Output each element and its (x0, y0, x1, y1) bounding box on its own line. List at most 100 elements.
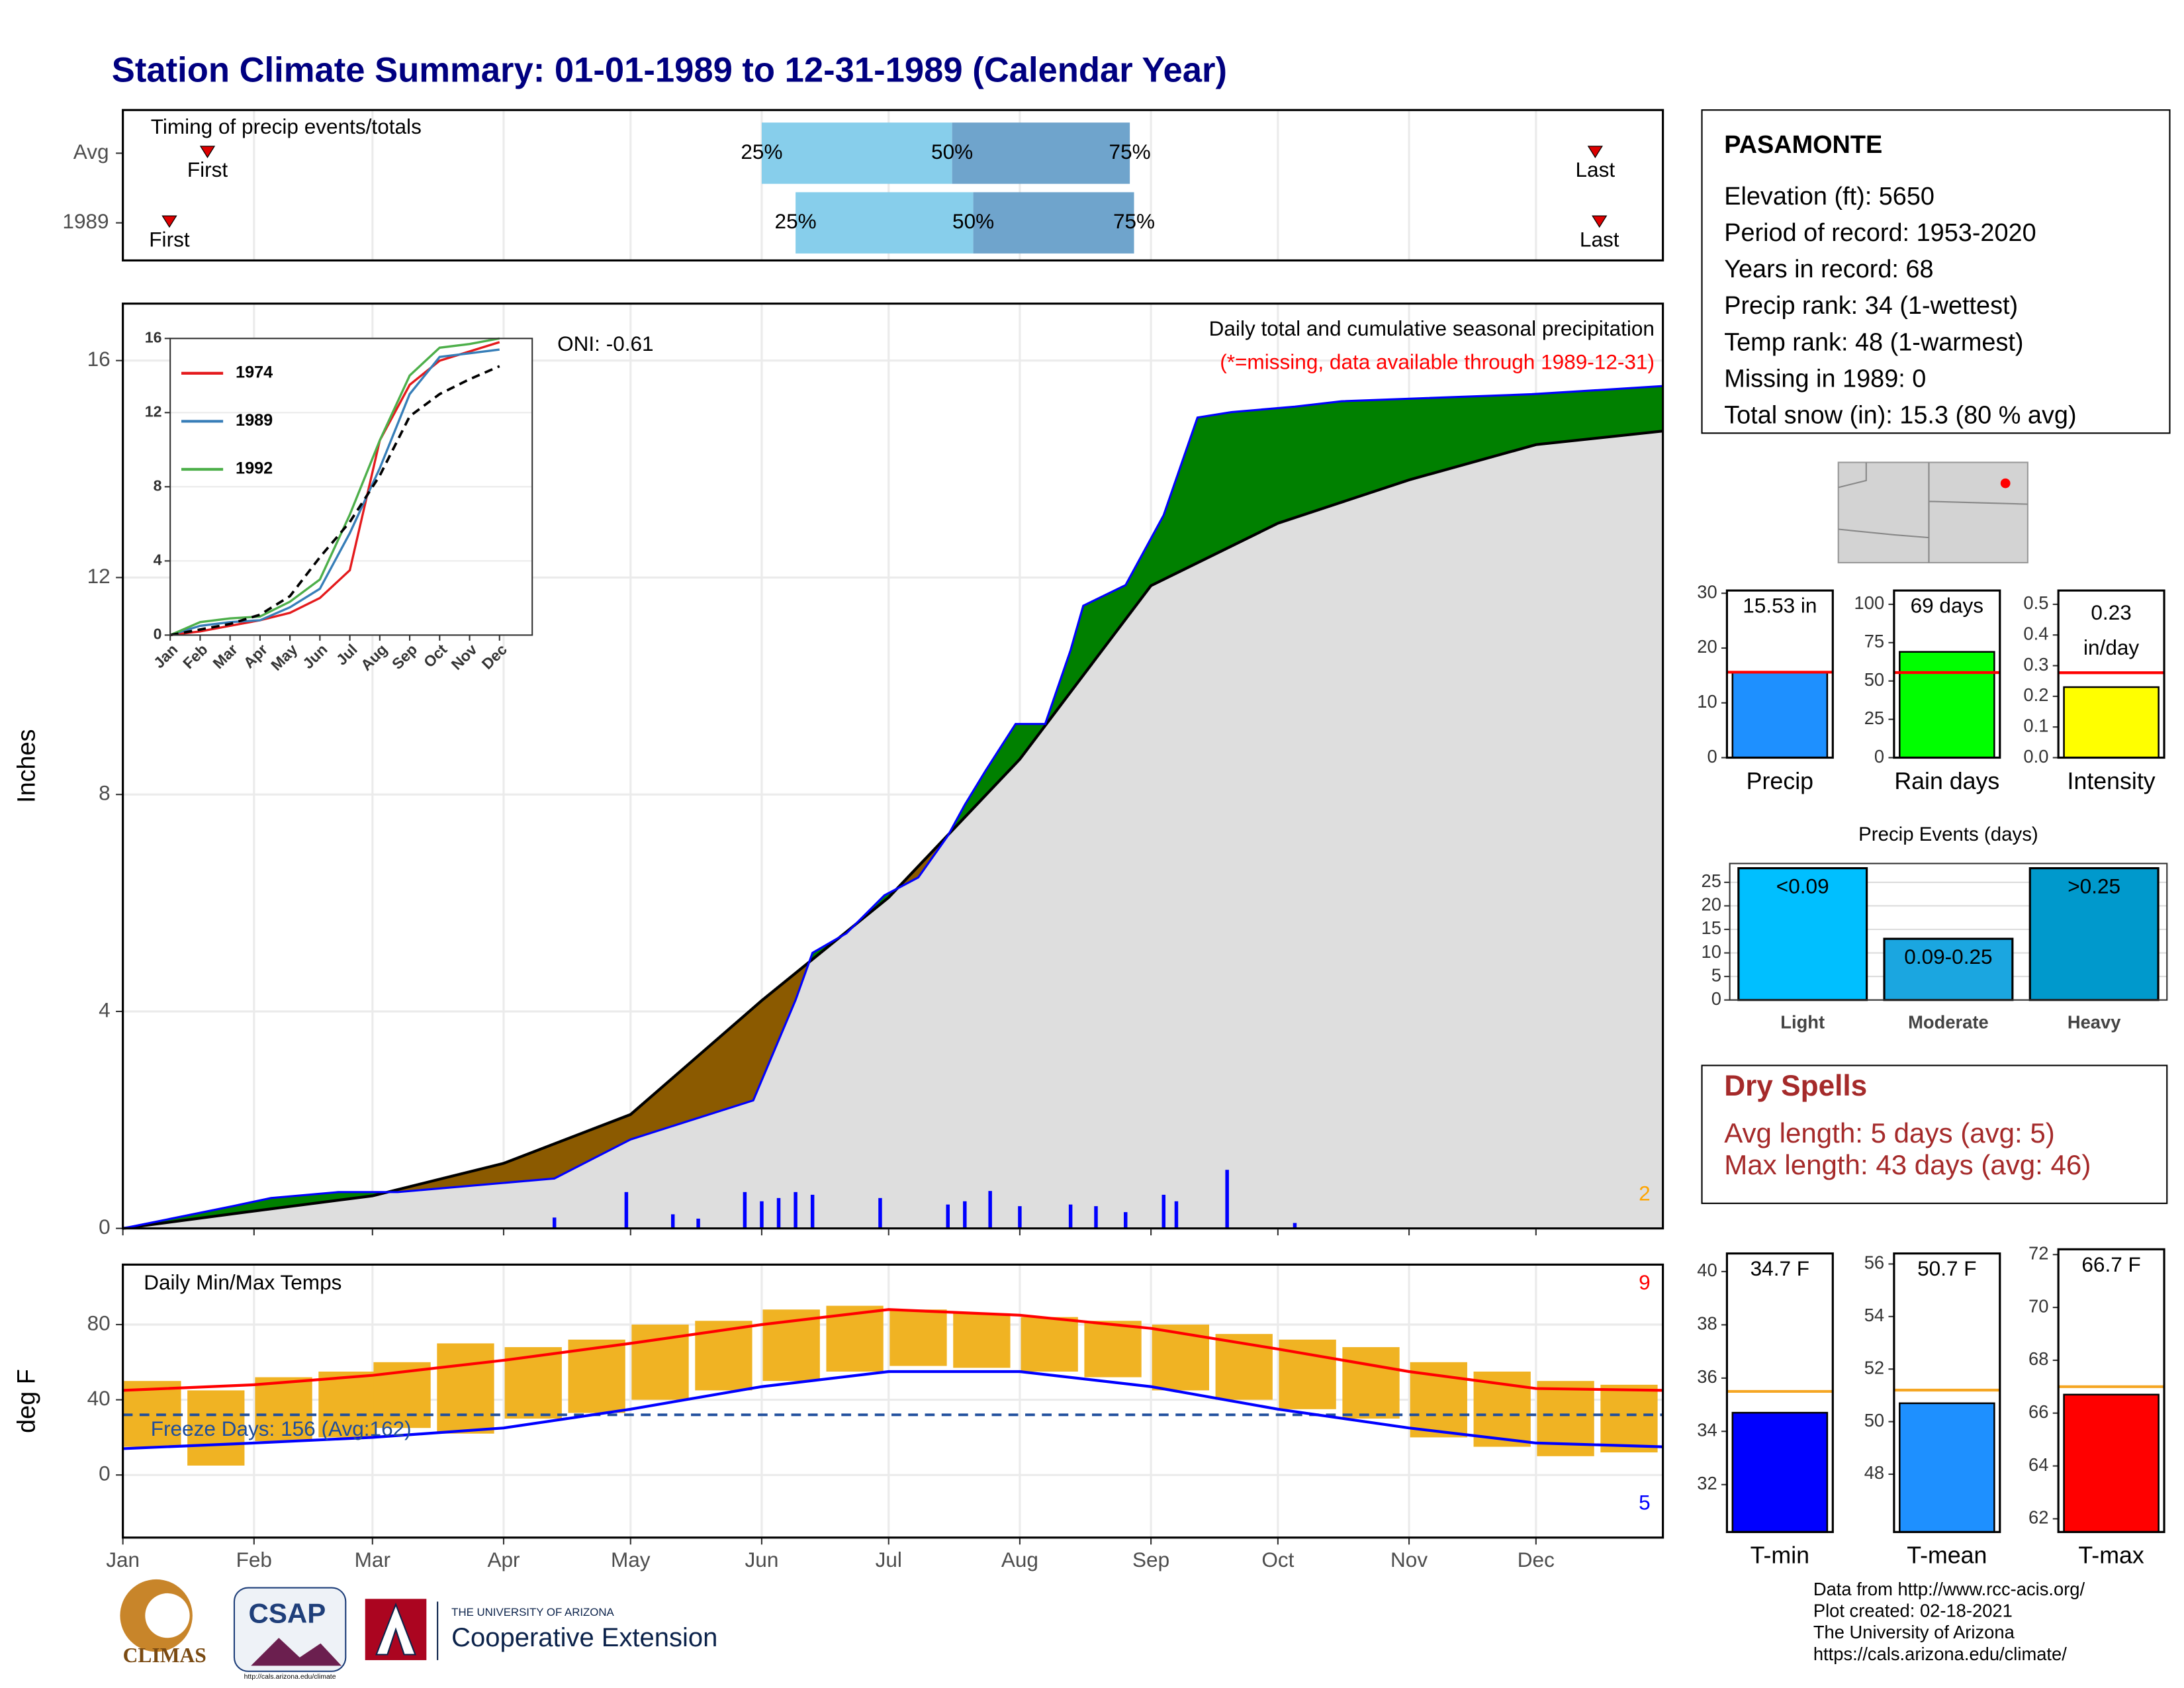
daily-bar (878, 1197, 882, 1229)
first-marker (161, 215, 177, 228)
bar (1899, 651, 1995, 759)
category-label: Heavy (2068, 1012, 2121, 1033)
cold-count: 5 (1639, 1491, 1651, 1515)
value-label: 0.23 (2091, 600, 2131, 624)
y-tick-label: 72 (2028, 1243, 2048, 1263)
dry-spells-box (1701, 1064, 2168, 1204)
daily-bar (1293, 1223, 1297, 1229)
category-label: Light (1780, 1012, 1825, 1033)
y-tick-label: 68 (2028, 1348, 2048, 1369)
plot-frame (2057, 589, 2165, 759)
y-tick-label: 4 (154, 551, 162, 568)
bar (2063, 686, 2160, 759)
y-tick-label: 0 (99, 1462, 111, 1485)
average-line (169, 365, 500, 637)
y-tick-label: 54 (1864, 1305, 1884, 1325)
quartile-bar-high (952, 122, 1130, 184)
chart-title: Daily Min/Max Temps (144, 1270, 341, 1294)
last-marker (1587, 146, 1603, 158)
value-label: 50.7 F (1917, 1256, 1976, 1280)
series-line (169, 341, 500, 637)
category-label: T-mean (1907, 1542, 1987, 1569)
chart-title: Daily total and cumulative seasonal prec… (1209, 316, 1655, 340)
y-tick-label: 40 (1697, 1260, 1717, 1280)
daily-bar (624, 1192, 629, 1229)
daily-bar (776, 1197, 781, 1229)
inset-frame (169, 338, 533, 636)
bar (2028, 867, 2160, 1002)
daily-bar (670, 1214, 675, 1229)
temp-range-bar (255, 1377, 312, 1442)
y-tick-label: 62 (2028, 1507, 2048, 1528)
dry-spells-title: Dry Spells (1724, 1070, 1867, 1102)
daily-bar (963, 1201, 967, 1229)
daily-bar (760, 1201, 764, 1229)
y-tick-label: 0.0 (2023, 746, 2048, 767)
y-tick-label: 0 (154, 626, 162, 643)
x-tick-label: May (611, 1548, 651, 1571)
observed-line (122, 385, 1663, 1230)
temp-range-bar (953, 1313, 1011, 1368)
y-tick-label: 25 (1864, 708, 1884, 728)
quartile-label: 50% (952, 209, 994, 233)
x-tick-label: Oct (1261, 1548, 1294, 1571)
plot-frame (122, 109, 1664, 262)
y-tick-label: 80 (87, 1311, 111, 1335)
quartile-label: 75% (1113, 209, 1155, 233)
location-map (1837, 461, 2028, 564)
y-tick-label: 10 (1697, 691, 1717, 712)
map-station-dot (2000, 478, 2011, 489)
station-line: Precip rank: 34 (1-wettest) (1724, 292, 2018, 320)
station-box (1701, 109, 2171, 434)
daily-bar (1094, 1206, 1098, 1229)
bar (1731, 671, 1829, 759)
average-line (122, 430, 1663, 1230)
y-tick-label: 40 (87, 1386, 111, 1410)
quartile-label: 50% (931, 140, 973, 164)
temp-range-bar (1084, 1321, 1142, 1378)
category-label: T-max (2078, 1542, 2144, 1569)
y-tick-label: 0.4 (2023, 623, 2048, 643)
plot-frame (1725, 589, 1834, 759)
first-label: First (149, 227, 190, 251)
y-tick-label: 30 (1697, 581, 1717, 602)
station-line: Years in record: 68 (1724, 256, 1933, 283)
plot-frame (1729, 863, 2168, 1001)
x-tick-label: Jul (876, 1548, 902, 1571)
temp-range-bar (1215, 1334, 1273, 1400)
bin-label: >0.25 (2068, 874, 2120, 898)
bin-label: 0.09-0.25 (1904, 945, 1992, 968)
station-line: Total snow (in): 15.3 (80 % avg) (1724, 402, 2076, 430)
y-tick-label: 64 (2028, 1454, 2048, 1475)
bar (1899, 1402, 1995, 1533)
avg-max-line (122, 1308, 1663, 1392)
bin-label: <0.09 (1776, 874, 1829, 898)
dry-spell-line: Avg length: 5 days (avg: 5) (1724, 1117, 2055, 1149)
y-tick-label: 38 (1697, 1313, 1717, 1334)
temp-range-bar (889, 1309, 947, 1366)
credit-line: The University of Arizona (1813, 1622, 2015, 1642)
first-marker (199, 146, 216, 158)
category-label: Rain days (1894, 768, 1999, 794)
plot-frame (1893, 589, 2001, 759)
y-tick-label: 0.2 (2023, 684, 2048, 705)
y-tick-label: 50 (1864, 1410, 1884, 1430)
y-tick-label: 36 (1697, 1366, 1717, 1387)
y-tick-label: 75 (1864, 631, 1884, 651)
daily-bar (552, 1217, 557, 1229)
y-tick-label: 52 (1864, 1357, 1884, 1378)
temp-range-bar (1021, 1317, 1078, 1372)
oni-annotation: ONI: -0.61 (557, 332, 654, 355)
y-tick-label: 12 (87, 564, 111, 588)
series-line (169, 348, 500, 637)
y-tick-label: 8 (154, 477, 162, 494)
category-label: Intensity (2068, 768, 2156, 794)
y-tick-label: 0.1 (2023, 715, 2048, 735)
quartile-label: 25% (775, 209, 817, 233)
daily-bar (1174, 1201, 1179, 1229)
daily-bar (743, 1192, 747, 1229)
page-title: Station Climate Summary: 01-01-1989 to 1… (112, 50, 1227, 89)
map-frame (1837, 461, 2028, 564)
events-title: Precip Events (days) (1858, 823, 2038, 845)
daily-bar (988, 1191, 992, 1229)
